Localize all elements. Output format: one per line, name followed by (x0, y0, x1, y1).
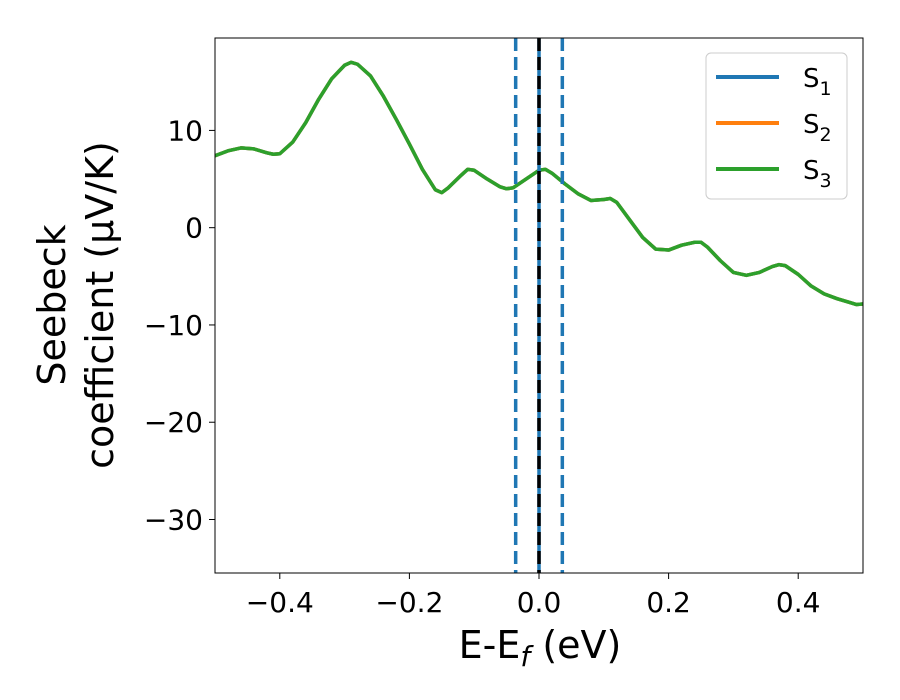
legend: S1 S2 S3 (705, 52, 848, 200)
x-axis-title-unit: (eV) (530, 623, 621, 667)
x-tick-label: −0.4 (246, 586, 314, 619)
y-tick-label: 0 (185, 212, 203, 245)
legend-frame (705, 52, 848, 200)
y-tick-label: 10 (167, 114, 203, 147)
y-axis-title-line2: coefficient (μV/K) (78, 141, 122, 469)
x-tick-label: −0.2 (375, 586, 443, 619)
y-tick-label: −30 (144, 504, 203, 537)
legend-label-s1: S1 (803, 64, 832, 100)
y-tick-label: −10 (144, 309, 203, 342)
x-tick-label: 0.2 (646, 586, 691, 619)
y-axis: 10 0 −10 −20 −30 (144, 114, 215, 537)
legend-label-s3: S3 (803, 156, 832, 192)
x-tick-label: 0.4 (776, 586, 821, 619)
x-tick-label: 0.0 (517, 586, 562, 619)
y-tick-label: −20 (144, 406, 203, 439)
y-axis-title-line1: Seebeck (30, 224, 74, 385)
plot-frame (214, 37, 864, 574)
x-axis-title: E-Ef (eV) (459, 623, 622, 673)
legend-label-s2: S2 (803, 110, 832, 146)
x-axis-title-main: E-E (459, 623, 521, 667)
plot-area (215, 38, 863, 573)
x-axis: −0.4 −0.2 0.0 0.2 0.4 (246, 573, 821, 619)
